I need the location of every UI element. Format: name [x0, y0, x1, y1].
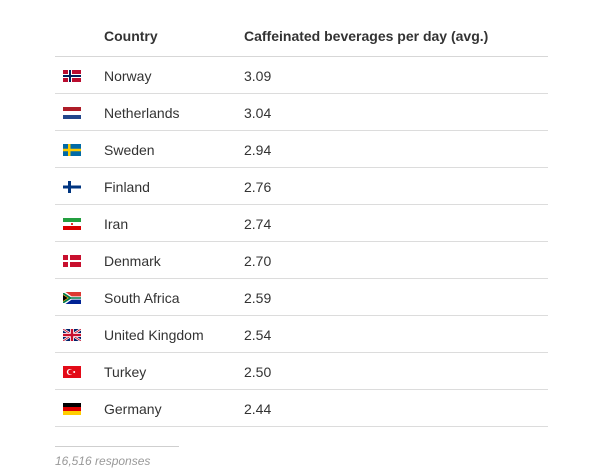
sweden-flag-icon — [63, 144, 81, 156]
iran-flag-icon — [63, 218, 81, 230]
table-header: Country Caffeinated beverages per day (a… — [55, 18, 548, 57]
table-row: Denmark 2.70 — [55, 242, 548, 279]
denmark-flag-icon — [63, 255, 81, 267]
country-name: Turkey — [104, 364, 147, 380]
country-name: South Africa — [104, 290, 180, 306]
table-row: Finland 2.76 — [55, 168, 548, 205]
beverage-value: 2.70 — [244, 253, 272, 269]
table-row: South Africa 2.59 — [55, 279, 548, 316]
beverage-value: 2.59 — [244, 290, 272, 306]
column-header-country: Country — [104, 28, 158, 44]
table-body: Norway 3.09 Netherlands 3.04 Sweden 2.94 Finla… — [55, 57, 548, 427]
table-row: United Kingdom 2.54 — [55, 316, 548, 353]
table-row: Norway 3.09 — [55, 57, 548, 94]
country-name: Norway — [104, 68, 152, 84]
table-row: Turkey 2.50 — [55, 353, 548, 390]
caffeine-table: Country Caffeinated beverages per day (a… — [55, 18, 548, 427]
beverage-value: 2.94 — [244, 142, 272, 158]
table-row: Sweden 2.94 — [55, 131, 548, 168]
beverage-value: 2.44 — [244, 401, 272, 417]
column-header-value: Caffeinated beverages per day (avg.) — [244, 28, 489, 44]
beverage-value: 2.50 — [244, 364, 272, 380]
netherlands-flag-icon — [63, 107, 81, 119]
turkey-flag-icon — [63, 366, 81, 378]
finland-flag-icon — [63, 181, 81, 193]
beverage-value: 3.04 — [244, 105, 272, 121]
country-name: Netherlands — [104, 105, 180, 121]
country-name: Finland — [104, 179, 150, 195]
beverage-value: 3.09 — [244, 68, 272, 84]
country-name: Germany — [104, 401, 162, 417]
beverage-value: 2.74 — [244, 216, 272, 232]
germany-flag-icon — [63, 403, 81, 415]
table-row: Germany 2.44 — [55, 390, 548, 427]
beverage-value: 2.54 — [244, 327, 272, 343]
country-name: Iran — [104, 216, 129, 232]
norway-flag-icon — [63, 70, 81, 82]
country-name: Sweden — [104, 142, 155, 158]
country-name: United Kingdom — [104, 327, 204, 343]
united-kingdom-flag-icon — [63, 329, 81, 341]
footnote-divider — [55, 446, 179, 447]
table-row: Iran 2.74 — [55, 205, 548, 242]
responses-footnote: 16,516 responses — [55, 454, 151, 468]
country-name: Denmark — [104, 253, 161, 269]
beverage-value: 2.76 — [244, 179, 272, 195]
south-africa-flag-icon — [63, 292, 81, 304]
table-row: Netherlands 3.04 — [55, 94, 548, 131]
